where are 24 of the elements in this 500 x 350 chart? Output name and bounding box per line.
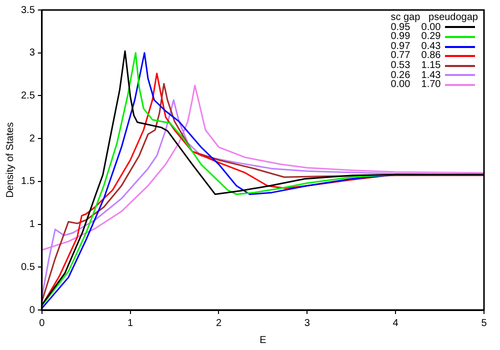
y-tick-label: 2 <box>29 133 36 144</box>
y-tick-label: 1 <box>29 219 36 230</box>
legend-label: 0.26 1.43 <box>390 70 441 81</box>
y-axis-title: Density of States <box>4 122 16 198</box>
x-tick-label: 3 <box>304 318 310 329</box>
legend-label: 0.00 1.70 <box>390 79 441 90</box>
y-tick-label: 3 <box>29 48 36 59</box>
x-tick-label: 1 <box>128 318 134 329</box>
legend-label: 0.99 0.29 <box>390 31 441 42</box>
y-tick-label: 2.5 <box>20 90 36 102</box>
y-tick-label: 1.5 <box>20 176 36 188</box>
y-tick-label: 3.5 <box>20 4 36 16</box>
legend-title: sc gap pseudogap <box>390 12 478 23</box>
y-tick-label: 0.5 <box>20 262 36 273</box>
x-axis-title: E <box>260 334 267 346</box>
legend-label: 0.53 1.15 <box>390 60 441 71</box>
legend-label: 0.77 0.86 <box>390 50 441 62</box>
x-tick-label: 2 <box>216 318 222 329</box>
x-tick-label: 5 <box>481 318 488 329</box>
legend-label: 0.95 0.00 <box>390 22 441 33</box>
legend-label: 0.97 0.43 <box>390 40 441 52</box>
y-tick-label: 0 <box>29 304 36 316</box>
x-tick-label: 4 <box>392 318 399 329</box>
x-tick-label: 0 <box>39 318 46 329</box>
